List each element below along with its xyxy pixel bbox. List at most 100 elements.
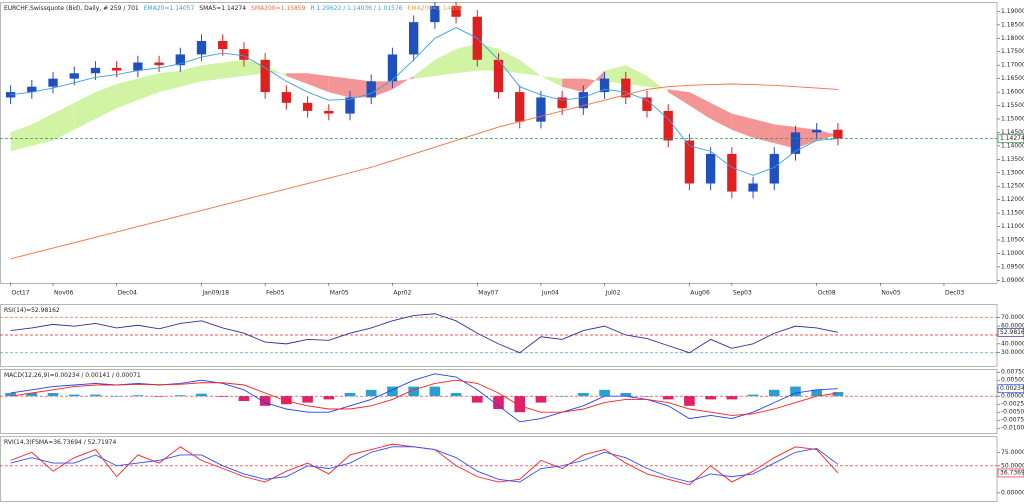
cloud-segment — [774, 124, 796, 149]
histogram-bar — [662, 396, 674, 400]
histogram-bar — [811, 389, 822, 397]
y-tick-label: 75.00000 — [1001, 449, 1024, 456]
cloud-segment — [74, 92, 96, 130]
histogram-bar — [259, 396, 271, 406]
candle-body — [69, 73, 79, 79]
series-line — [10, 379, 838, 416]
y-tick-label: 1.13500 — [1001, 156, 1024, 163]
candle-body — [451, 6, 461, 17]
x-tick-label: Sep03 — [733, 290, 752, 297]
cloud-segment — [222, 59, 244, 79]
cloud-segment — [710, 102, 732, 130]
legend-item: RVI(14,3)FSMA=36.73694 / 52.71974 — [4, 439, 116, 446]
x-tick-label: Dec03 — [945, 290, 964, 297]
cloud-segment — [562, 78, 584, 93]
y-tick-label: 1.18500 — [1001, 21, 1024, 28]
x-tick-label: Apr02 — [393, 290, 411, 297]
y-tick-label: 1.15500 — [1001, 102, 1024, 109]
legend: RSI(14)=52.98162 — [4, 307, 60, 314]
candle-body — [90, 67, 101, 74]
legend: MACD(12,26,9)=0.00234 / 0.00141 / 0.0007… — [4, 372, 141, 379]
y-tick-label: 1.11000 — [1001, 223, 1024, 230]
x-tick-label: Feb05 — [266, 290, 284, 297]
panel: 70.0000060.0000050.0000040.0000030.00000… — [0, 304, 1024, 367]
candle-body — [154, 62, 164, 66]
cloud-segment — [201, 62, 223, 82]
histogram-bar — [302, 396, 313, 403]
y-tick-label: 1.12000 — [1001, 196, 1024, 203]
cloud-segment — [265, 65, 287, 76]
cloud-segment — [753, 118, 775, 144]
x-tick-label: Oct17 — [12, 290, 30, 297]
cloud-segment — [434, 49, 457, 76]
x-tick-label: Oct08 — [818, 290, 836, 297]
plot-area — [0, 373, 997, 423]
histogram-bar — [68, 394, 80, 397]
histogram-bar — [768, 389, 780, 397]
histogram-bar — [429, 386, 441, 397]
x-tick-label: Nov06 — [54, 290, 74, 297]
y-tick-label: 1.16500 — [1001, 75, 1024, 82]
histogram-bar — [175, 395, 186, 397]
candle-body — [175, 54, 185, 66]
cloud-segment — [371, 81, 393, 98]
cloud-segment — [625, 65, 647, 87]
y-tick-label: 1.12500 — [1001, 183, 1024, 190]
histogram-bar — [5, 393, 16, 397]
cloud-segment — [646, 75, 669, 93]
panel-frame — [0, 2, 998, 284]
histogram-bar — [705, 396, 716, 400]
cloud-segment — [392, 75, 414, 90]
y-tick-label: 1.14500 — [1001, 129, 1024, 136]
legend-item: R 1.29622 / 1.14036 / 1.01576 — [310, 5, 402, 12]
histogram-bar — [832, 392, 844, 397]
cloud-segment — [583, 70, 605, 93]
candle-body — [324, 110, 334, 114]
legend-item: EURCHF,Swissquote (Bid), Daily, # 259 / … — [4, 5, 139, 12]
legend-item: EMA20=1.14057 — [144, 5, 195, 12]
legend: RVI(14,3)FSMA=36.73694 / 52.71974 — [4, 439, 116, 446]
x-tick-label: Aug06 — [690, 290, 710, 297]
cloud-segment — [307, 73, 329, 93]
cloud-segment — [159, 70, 181, 93]
candle-body — [642, 97, 652, 111]
y-tick-label: 1.15000 — [1001, 115, 1024, 122]
histogram-bar — [90, 394, 101, 397]
y-tick-label: 50.00000 — [1001, 462, 1024, 469]
cloud-segment — [731, 113, 754, 138]
plot-area — [0, 313, 997, 354]
candle-body — [493, 59, 504, 93]
cloud-segment — [95, 84, 117, 119]
x-tick-label: May07 — [478, 290, 498, 297]
histogram-bar — [450, 393, 462, 397]
panel: 0.007500.005000.002500.00000-0.00250-0.0… — [0, 369, 1024, 434]
legend: EURCHF,Swissquote (Bid), Daily, # 259 / … — [4, 5, 462, 12]
last-value-box — [997, 384, 1024, 394]
histogram-bar — [153, 396, 165, 397]
candle-body — [769, 153, 779, 184]
y-tick-label: 0.00000 — [1001, 393, 1024, 400]
candle-body — [705, 153, 716, 184]
series-line — [10, 83, 838, 260]
candle-body — [727, 153, 737, 192]
y-tick-label: 1.13000 — [1001, 169, 1024, 176]
series-line — [10, 446, 839, 483]
y-tick-label: -0.00750 — [1001, 417, 1024, 424]
candle-body — [536, 97, 546, 122]
y-tick-label: -0.00250 — [1001, 401, 1024, 408]
cloud-segment — [816, 129, 838, 141]
panel-frame — [0, 436, 998, 502]
cloud-segment — [668, 89, 690, 106]
y-tick-label: 1.16000 — [1001, 89, 1024, 96]
candle-body — [345, 97, 355, 114]
candle-body — [621, 78, 631, 98]
last-value-box — [997, 468, 1024, 478]
y-tick-label: 0.00000 — [1001, 489, 1024, 496]
candle-body — [5, 92, 16, 98]
y-tick-label: 1.19000 — [1001, 8, 1024, 15]
histogram-bar — [281, 396, 292, 405]
y-tick-label: 70.00000 — [1001, 314, 1024, 321]
histogram-bar — [599, 389, 610, 397]
plot-area — [0, 2, 997, 260]
